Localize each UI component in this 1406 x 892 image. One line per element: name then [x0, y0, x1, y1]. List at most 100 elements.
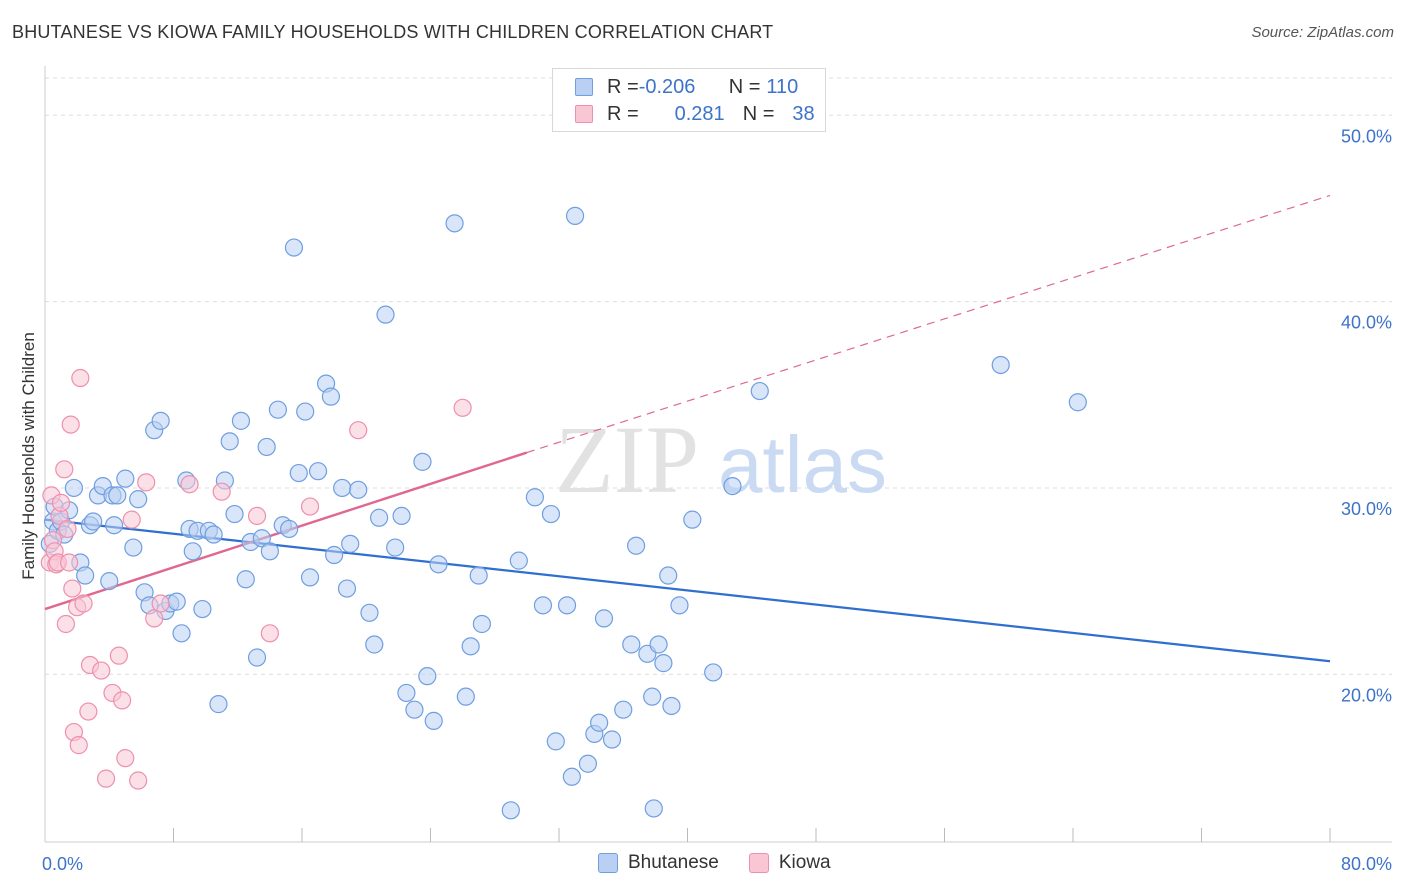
- bhutanese-point: [341, 534, 360, 553]
- legend-row-bhutanese: R = -0.206 N = 110: [575, 75, 798, 99]
- bhutanese-point: [376, 305, 395, 324]
- bhutanese-point: [76, 566, 95, 585]
- kiowa-point: [96, 769, 116, 788]
- bhutanese-point: [209, 695, 228, 714]
- bhutanese-swatch: [575, 78, 593, 96]
- y-tick-label: 40.0%: [1341, 313, 1392, 333]
- bhutanese-point: [456, 687, 475, 706]
- bhutanese-point: [424, 711, 443, 730]
- watermark-atlas: atlas: [718, 420, 887, 509]
- kiowa-point: [122, 510, 141, 529]
- kiowa-point: [58, 519, 77, 539]
- bhutanese-point: [644, 799, 663, 818]
- legend-item-bhutanese: Bhutanese: [598, 852, 719, 874]
- bhutanese-point: [104, 516, 124, 535]
- bhutanese-point: [220, 432, 239, 451]
- bhutanese-point: [654, 654, 673, 673]
- bhutanese-point: [365, 635, 384, 654]
- r-label: R =: [607, 75, 639, 98]
- bhutanese-point: [445, 214, 464, 233]
- bhutanese-legend-swatch: [598, 853, 618, 873]
- y-axis-label: Family Households with Children: [19, 332, 38, 580]
- y-tick-label: 30.0%: [1341, 499, 1392, 519]
- kiowa-point: [300, 497, 320, 516]
- kiowa-point: [453, 398, 472, 417]
- bhutanese-point: [509, 551, 528, 570]
- r-value-bhutanese: -0.206: [638, 75, 696, 98]
- bhutanese-point: [1068, 393, 1087, 412]
- bhutanese-point: [704, 663, 723, 682]
- kiowa-point: [79, 702, 98, 721]
- kiowa-point: [109, 646, 128, 665]
- bhutanese-point: [525, 488, 545, 507]
- bhutanese-point: [662, 696, 681, 716]
- kiowa-point: [74, 594, 93, 613]
- bhutanese-point: [333, 478, 352, 498]
- bhutanese-point: [469, 566, 488, 585]
- kiowa-point: [92, 661, 111, 680]
- kiowa-point: [180, 475, 199, 494]
- kiowa-point: [151, 594, 170, 613]
- bhutanese-point: [643, 687, 662, 706]
- correlation-legend: R = -0.206 N = 110 R = 0.281 N = 38: [552, 68, 826, 132]
- kiowa-point: [55, 460, 74, 479]
- bhutanese-point: [602, 730, 622, 749]
- bhutanese-point: [659, 566, 678, 585]
- bhutanese-point: [252, 529, 271, 548]
- bhutanese-point: [193, 599, 212, 619]
- n-label: N =: [728, 75, 761, 98]
- bhutanese-point: [683, 510, 702, 529]
- n-label: N =: [742, 102, 775, 125]
- bhutanese-point: [300, 568, 320, 587]
- bhutanese-point: [151, 411, 170, 430]
- bhutanese-point: [565, 206, 585, 225]
- bhutanese-point: [590, 713, 609, 732]
- bhutanese-point: [247, 648, 267, 667]
- bhutanese-point: [204, 525, 223, 544]
- bhutanese-point: [723, 476, 742, 496]
- n-value-kiowa: 38: [792, 102, 815, 125]
- bhutanese-point: [231, 411, 251, 430]
- bhutanese-point: [296, 402, 315, 421]
- kiowa-point: [56, 614, 75, 634]
- kiowa-point: [71, 368, 90, 388]
- bhutanese-point: [236, 570, 255, 589]
- bhutanese-point: [670, 596, 689, 615]
- bhutanese-point: [546, 732, 565, 751]
- bhutanese-point: [124, 538, 143, 557]
- kiowa-point: [59, 553, 79, 572]
- kiowa-point: [116, 749, 135, 768]
- x-tick-label-min: 0.0%: [42, 854, 83, 874]
- bhutanese-point: [321, 387, 341, 406]
- kiowa-point: [112, 691, 132, 710]
- bhutanese-point: [268, 400, 288, 419]
- bhutanese-point: [84, 512, 103, 531]
- bhutanese-point: [116, 469, 135, 488]
- bhutanese-point: [614, 700, 633, 719]
- series-legend: Bhutanese Kiowa: [598, 852, 861, 874]
- chart-title: BHUTANESE VS KIOWA FAMILY HOUSEHOLDS WIT…: [12, 22, 774, 42]
- bhutanese-point: [325, 545, 344, 565]
- bhutanese-trend-line: [44, 518, 1331, 663]
- legend-item-kiowa: Kiowa: [748, 852, 831, 874]
- kiowa-legend-swatch: [748, 853, 769, 873]
- bhutanese-point: [622, 635, 641, 654]
- bhutanese-point: [594, 609, 614, 628]
- bhutanese-point: [260, 542, 279, 561]
- legend-label-bhutanese: Bhutanese: [628, 852, 719, 873]
- kiowa-swatch: [575, 105, 593, 123]
- x-tick-labels: 0.0% 80.0%: [42, 854, 1392, 874]
- bhutanese-point: [429, 555, 448, 574]
- kiowa-point: [51, 493, 71, 512]
- bhutanese-point: [183, 542, 202, 561]
- bhutanese-point: [108, 486, 127, 505]
- axes: [44, 66, 1392, 843]
- watermark: ZIP atlas: [555, 406, 887, 513]
- bhutanese-point: [337, 579, 357, 598]
- bhutanese-point: [64, 478, 84, 498]
- y-tick-label: 20.0%: [1341, 685, 1392, 705]
- bhutanese-point: [392, 506, 411, 526]
- bhutanese-point: [289, 463, 308, 483]
- kiowa-point: [212, 482, 231, 501]
- r-label: R =: [607, 102, 639, 125]
